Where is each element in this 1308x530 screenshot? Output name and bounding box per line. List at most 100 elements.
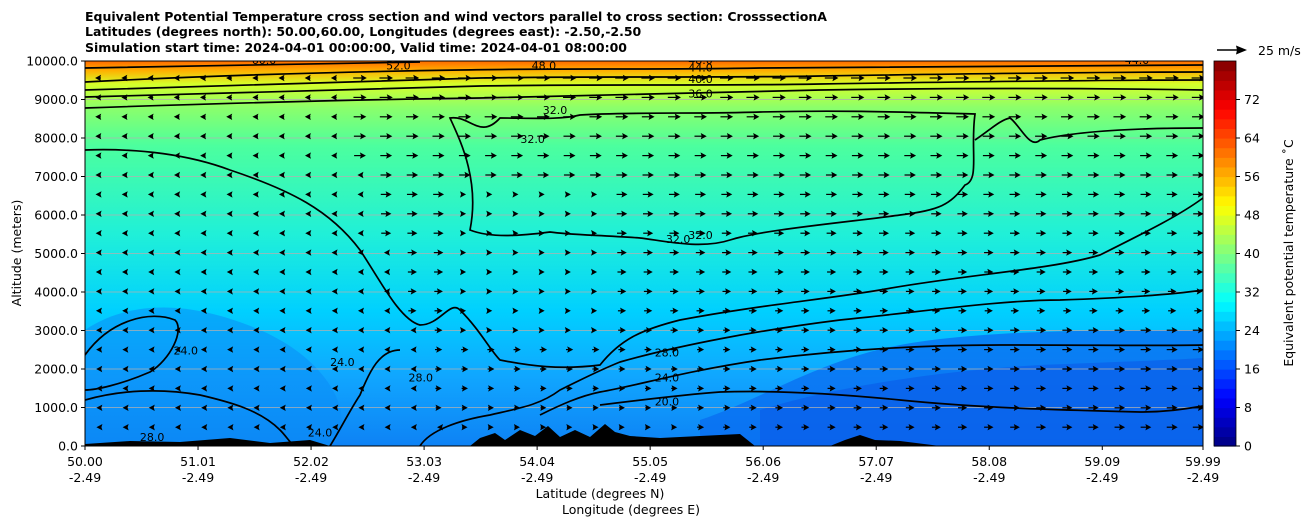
wind-arrow-head — [410, 288, 417, 295]
wind-arrow-head — [726, 210, 733, 217]
wind-arrow-head — [987, 385, 994, 392]
wind-arrow-head — [884, 113, 891, 120]
wind-arrow-head — [148, 404, 155, 411]
wind-arrow-head — [226, 113, 233, 120]
wind-arrow-head — [1092, 385, 1099, 392]
wind-arrow-head — [304, 113, 311, 120]
wind-arrow-head — [831, 171, 838, 179]
wind-arrow-head — [1015, 113, 1022, 120]
wind-arrow-head — [514, 346, 521, 353]
wind-arrow-head — [1199, 74, 1203, 82]
wind-arrow-head — [1013, 288, 1020, 295]
wind-arrow-head — [1013, 268, 1020, 276]
wind-arrow-head — [1066, 327, 1073, 334]
wind-arrow-head — [95, 113, 102, 120]
wind-arrow-head — [305, 210, 312, 217]
wind-arrow-head — [1066, 404, 1073, 411]
colorbar-tick-label: 64 — [1244, 131, 1260, 146]
wind-arrow-head — [173, 113, 180, 120]
wind-arrow-head — [591, 230, 598, 237]
wind-arrow-head — [882, 307, 889, 314]
x-tick-label-lon: -2.49 — [182, 470, 214, 485]
wind-arrow-head — [829, 307, 836, 314]
wind-arrow-head — [727, 94, 734, 101]
wind-arrow-head — [752, 191, 759, 198]
wind-arrow-head — [700, 133, 707, 140]
wind-arrow-head — [227, 327, 234, 334]
wind-arrow-head — [1170, 307, 1177, 314]
contour-label: 40.0 — [688, 73, 713, 86]
wind-arrow-head — [121, 171, 128, 179]
wind-arrow-head — [253, 365, 260, 373]
wind-arrow-head — [1039, 307, 1046, 314]
wind-arrow-head — [987, 404, 994, 411]
wind-arrow-head — [200, 230, 207, 237]
wind-arrow-head — [699, 268, 706, 276]
wind-arrow-head — [332, 385, 339, 392]
wind-arrow-head — [461, 424, 468, 431]
wind-arrow-head — [331, 210, 338, 217]
wind-arrow-head — [437, 210, 444, 217]
wind-arrow-head — [490, 171, 497, 179]
wind-arrow-head — [648, 133, 655, 140]
wind-arrow-head — [357, 230, 364, 237]
wind-arrow-head — [488, 346, 495, 353]
contour-32-main — [85, 148, 1203, 369]
wind-arrow-head — [304, 133, 311, 140]
wind-arrow-head — [331, 191, 338, 198]
wind-arrow-head — [279, 249, 286, 256]
wind-arrow-head — [935, 210, 942, 217]
wind-arrow-head — [491, 113, 498, 120]
wind-arrow-head — [121, 249, 128, 256]
wind-arrow-head — [95, 210, 102, 217]
wind-arrow-head — [199, 94, 206, 101]
wind-arrow-head — [517, 113, 524, 120]
wind-arrow-head — [384, 365, 391, 373]
wind-arrow-head — [305, 171, 312, 179]
wind-arrow-head — [803, 288, 810, 295]
y-tick-label: 6000.0 — [34, 208, 78, 223]
wind-arrow-head — [1171, 210, 1178, 217]
wind-arrow-head — [253, 424, 260, 431]
wind-arrow-head — [989, 74, 996, 82]
wind-arrow-head — [908, 268, 915, 276]
wind-arrow-head — [725, 249, 732, 256]
wind-arrow-head — [936, 171, 943, 179]
wind-arrow-head — [857, 133, 864, 140]
wind-arrow-head — [962, 191, 969, 198]
wind-arrow-head — [699, 249, 706, 256]
wind-arrow-head — [911, 74, 918, 82]
wind-arrow-head — [174, 346, 181, 353]
wind-arrow-head — [122, 424, 129, 431]
wind-arrow-head — [332, 424, 339, 431]
wind-arrow-head — [804, 249, 811, 256]
wind-arrow-head — [1145, 191, 1152, 198]
wind-arrow-head — [1197, 327, 1203, 334]
colorbar-segment — [1214, 359, 1236, 370]
cool-region-left — [85, 307, 342, 446]
wind-arrow-head — [963, 94, 970, 101]
wind-arrow-head — [803, 327, 810, 334]
wind-arrow-head — [360, 113, 367, 120]
wind-arrow-head — [987, 268, 994, 276]
wind-arrow-head — [226, 94, 233, 101]
wind-arrow-head — [1041, 113, 1048, 120]
colorbar-tick-label: 56 — [1244, 169, 1260, 184]
contour-24 — [539, 344, 1203, 416]
wind-arrow-head — [200, 191, 207, 198]
wind-arrow-head — [1170, 268, 1177, 276]
wind-arrow-head — [857, 191, 864, 198]
wind-arrow-head — [541, 346, 548, 353]
wind-arrow-head — [1092, 210, 1099, 217]
wind-arrow-head — [358, 404, 365, 411]
contour-label: 28.0 — [140, 431, 165, 444]
wind-arrow-head — [726, 171, 733, 179]
wind-arrow-head — [279, 365, 286, 373]
contour-label: 28.0 — [408, 372, 433, 385]
colorbar-segment — [1214, 215, 1236, 226]
wind-arrow-head — [961, 424, 968, 431]
contour-28-mid — [329, 349, 401, 446]
wind-arrow-head — [960, 288, 967, 295]
colorbar: 0 8 16 24 32 40 48 56 64 72 — [1213, 60, 1260, 454]
chart-title-line-1: Equivalent Potential Temperature cross s… — [85, 9, 827, 24]
